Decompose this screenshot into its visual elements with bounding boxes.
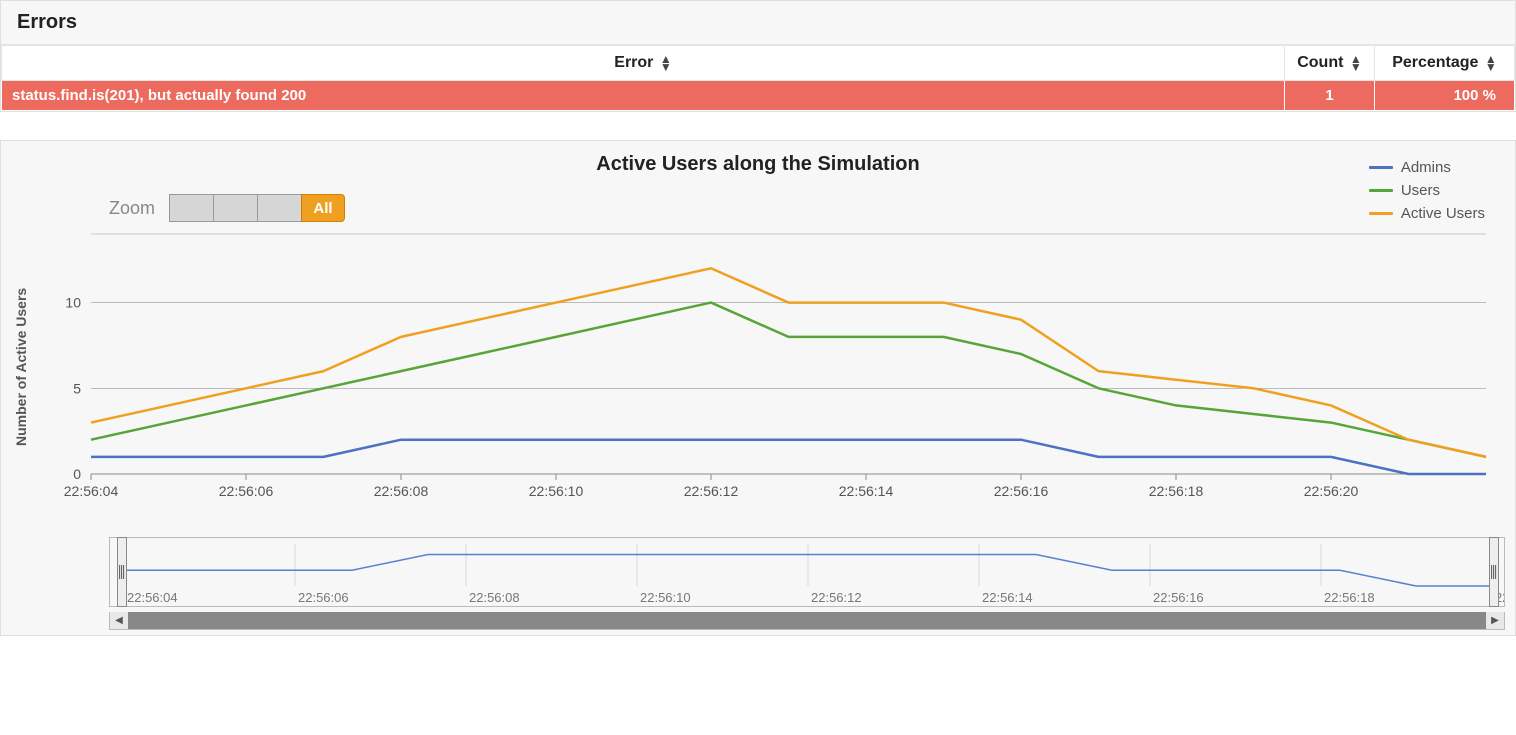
svg-text:22:56:18: 22:56:18 — [1149, 483, 1204, 499]
svg-text:22:56:16: 22:56:16 — [994, 483, 1049, 499]
sort-icon[interactable]: ▲▼ — [660, 55, 672, 71]
errors-table: Error ▲▼ Count ▲▼ Percentage ▲▼ status.f… — [1, 45, 1515, 111]
nav-scroll-right[interactable]: ▶ — [1486, 612, 1504, 629]
y-axis-label: Number of Active Users — [9, 214, 41, 519]
chart-title: Active Users along the Simulation — [9, 153, 1507, 176]
main-chart[interactable]: 0 5 10 22:56:04 22:56:06 22:56:08 22:56:10 22:5… — [41, 214, 1491, 514]
svg-text:22:56:08: 22:56:08 — [374, 483, 429, 499]
col-pct-label: Percentage — [1392, 54, 1478, 71]
svg-text:22:56:14: 22:56:14 — [982, 590, 1033, 605]
errors-panel: Errors Error ▲▼ Count ▲▼ Percentage ▲▼ — [0, 0, 1516, 112]
svg-text:0: 0 — [73, 466, 81, 482]
svg-text:22:56:18: 22:56:18 — [1324, 590, 1375, 605]
svg-text:22:56:08: 22:56:08 — [469, 590, 520, 605]
col-error-label: Error — [614, 54, 653, 71]
legend-label: Users — [1401, 182, 1440, 199]
chart-panel: Active Users along the Simulation Admins… — [0, 140, 1516, 636]
svg-text:22:56:04: 22:56:04 — [64, 483, 119, 499]
sort-icon[interactable]: ▲▼ — [1350, 55, 1362, 71]
errors-header-row: Error ▲▼ Count ▲▼ Percentage ▲▼ — [2, 46, 1515, 81]
svg-text:22:56:16: 22:56:16 — [1153, 590, 1204, 605]
error-count: 1 — [1285, 81, 1375, 111]
legend-swatch — [1369, 189, 1393, 192]
navigator-chart[interactable]: 22:56:04 22:56:06 22:56:08 22:56:10 22:56:12… — [109, 537, 1505, 607]
sort-icon[interactable]: ▲▼ — [1485, 55, 1497, 71]
error-msg: status.find.is(201), but actually found … — [2, 81, 1285, 111]
svg-text:5: 5 — [73, 380, 81, 396]
legend-item-users[interactable]: Users — [1369, 182, 1485, 199]
navigator: 22:56:04 22:56:06 22:56:08 22:56:10 22:56:12… — [109, 537, 1507, 627]
col-count-label: Count — [1297, 54, 1343, 71]
error-row[interactable]: status.find.is(201), but actually found … — [2, 81, 1515, 111]
nav-scrollbar: ◀ ▶ — [109, 612, 1505, 630]
nav-handle-left[interactable] — [117, 537, 127, 607]
svg-text:22:56:06: 22:56:06 — [219, 483, 274, 499]
svg-text:22:56:20: 22:56:20 — [1304, 483, 1359, 499]
svg-text:10: 10 — [65, 295, 81, 311]
errors-col-count[interactable]: Count ▲▼ — [1285, 46, 1375, 81]
error-pct: 100 % — [1375, 81, 1515, 111]
nav-scroll-left[interactable]: ◀ — [110, 612, 128, 629]
legend-label: Admins — [1401, 159, 1451, 176]
svg-text:22:56:04: 22:56:04 — [127, 590, 178, 605]
svg-text:22:56:12: 22:56:12 — [684, 483, 739, 499]
nav-handle-right[interactable] — [1489, 537, 1499, 607]
legend-item-admins[interactable]: Admins — [1369, 159, 1485, 176]
errors-col-pct[interactable]: Percentage ▲▼ — [1375, 46, 1515, 81]
errors-col-error[interactable]: Error ▲▼ — [2, 46, 1285, 81]
svg-text:22:56:12: 22:56:12 — [811, 590, 862, 605]
svg-text:22:56:06: 22:56:06 — [298, 590, 349, 605]
svg-text:22:56:10: 22:56:10 — [529, 483, 584, 499]
errors-title: Errors — [1, 1, 1515, 45]
legend-swatch — [1369, 166, 1393, 169]
svg-text:22:56:14: 22:56:14 — [839, 483, 894, 499]
nav-scroll-track[interactable] — [128, 612, 1486, 629]
svg-text:22:56:10: 22:56:10 — [640, 590, 691, 605]
chart-area: Number of Active Users 0 5 10 22:56:04 22:56… — [9, 214, 1507, 519]
